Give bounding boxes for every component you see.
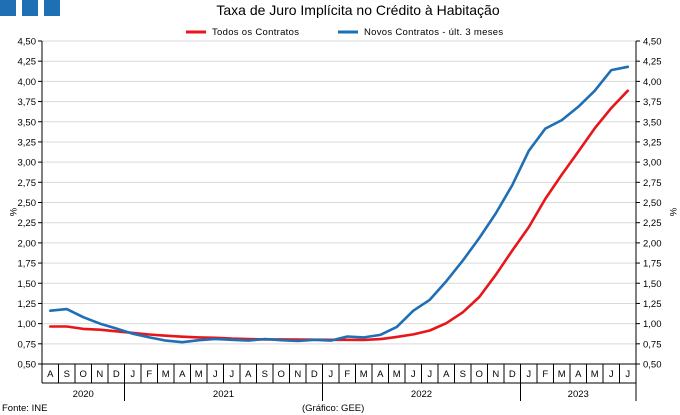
series-line-novos-contratos xyxy=(49,65,630,344)
y-tick-label-left: 4,50 xyxy=(18,37,37,48)
y-tick-label-right: 4,25 xyxy=(643,57,662,68)
x-month-label: M xyxy=(558,369,566,380)
x-month-label: O xyxy=(476,369,483,380)
x-month-label: J xyxy=(328,369,333,380)
x-month-label: J xyxy=(411,369,416,380)
y-tick-label-right: 2,75 xyxy=(643,178,662,189)
y-tick-label-right: 4,00 xyxy=(643,77,662,88)
x-month-label: J xyxy=(625,369,630,380)
x-month-label: M xyxy=(393,369,401,380)
x-month-label: F xyxy=(146,369,152,380)
y-axis-label-left: % xyxy=(7,208,18,217)
y-axis-label-right: % xyxy=(667,208,678,217)
x-month-label: J xyxy=(130,369,135,380)
brand-square-2 xyxy=(22,0,38,16)
y-tick-label-left: 3,50 xyxy=(18,117,37,128)
x-month-label: A xyxy=(575,369,582,380)
x-month-label: M xyxy=(162,369,170,380)
x-year-label: 2021 xyxy=(213,389,234,400)
x-month-label: O xyxy=(80,369,87,380)
x-year-label: 2022 xyxy=(411,389,432,400)
x-month-label: F xyxy=(542,369,548,380)
x-month-label: D xyxy=(113,369,120,380)
x-month-label: O xyxy=(278,369,285,380)
y-tick-label-right: 3,75 xyxy=(643,97,662,108)
series-lines xyxy=(49,65,630,344)
x-month-label: M xyxy=(591,369,599,380)
series-line-todos-contratos xyxy=(49,89,630,342)
y-tick-label-left: 1,25 xyxy=(18,299,37,310)
y-tick-label-left: 3,75 xyxy=(18,97,37,108)
x-month-label: N xyxy=(492,369,499,380)
y-tick-label-left: 0,50 xyxy=(18,360,37,371)
y-tick-label-left: 1,00 xyxy=(18,319,37,330)
y-tick-label-right: 4,50 xyxy=(643,37,662,48)
y-tick-label-right: 2,50 xyxy=(643,198,662,209)
y-tick-label-left: 2,50 xyxy=(18,198,37,209)
x-month-label: J xyxy=(427,369,432,380)
y-tick-label-right: 1,50 xyxy=(643,279,662,290)
x-month-label: A xyxy=(179,369,186,380)
x-month-label: F xyxy=(344,369,350,380)
y-tick-label-right: 3,25 xyxy=(643,137,662,148)
y-tick-label-right: 2,00 xyxy=(643,238,662,249)
y-tick-label-left: 3,00 xyxy=(18,158,37,169)
x-month-label: N xyxy=(96,369,103,380)
y-tick-label-right: 3,00 xyxy=(643,158,662,169)
y-tick-label-left: 2,25 xyxy=(18,218,37,229)
legend-label-todos: Todos os Contratos xyxy=(212,27,299,38)
y-tick-label-right: 3,50 xyxy=(643,117,662,128)
y-tick-label-left: 4,00 xyxy=(18,77,37,88)
x-month-label: J xyxy=(229,369,234,380)
y-tick-label-right: 0,75 xyxy=(643,339,662,350)
x-month-label: N xyxy=(294,369,301,380)
y-tick-label-left: 0,75 xyxy=(18,339,37,350)
footer-credit: (Gráfico: GEE) xyxy=(302,403,364,414)
x-month-label: S xyxy=(460,369,466,380)
footer-source: Fonte: INE xyxy=(2,403,47,414)
x-month-label: D xyxy=(509,369,516,380)
x-month-label: D xyxy=(311,369,318,380)
x-month-label: A xyxy=(245,369,252,380)
y-tick-label-right: 1,75 xyxy=(643,259,662,270)
x-month-label: M xyxy=(195,369,203,380)
x-month-label: J xyxy=(609,369,614,380)
x-month-label: A xyxy=(377,369,384,380)
chart-title: Taxa de Juro Implícita no Crédito à Habi… xyxy=(216,2,499,18)
x-month-label: A xyxy=(443,369,450,380)
y-axis-right: 0,50 0,75 1,00 1,25 1,50 1,75 2,00 2,25 2,50 2,75… xyxy=(635,37,662,371)
x-month-label: M xyxy=(360,369,368,380)
x-month-label: S xyxy=(262,369,268,380)
x-month-label: J xyxy=(526,369,531,380)
brand-square-1 xyxy=(0,0,16,16)
gridlines xyxy=(42,40,636,345)
y-tick-label-right: 0,50 xyxy=(643,360,662,371)
y-tick-label-right: 2,25 xyxy=(643,218,662,229)
y-tick-label-left: 2,00 xyxy=(18,238,37,249)
y-tick-label-left: 3,25 xyxy=(18,137,37,148)
y-tick-label-left: 2,75 xyxy=(18,178,37,189)
x-month-label: S xyxy=(64,369,70,380)
y-tick-label-left: 1,75 xyxy=(18,259,37,270)
x-axis: A S O N D J F M A M J J A S O N D J F M A M J J A S O N D J F M A M J J2020… xyxy=(41,363,637,401)
y-tick-label-left: 1,50 xyxy=(18,279,37,290)
legend-label-novos: Novos Contratos - últ. 3 meses xyxy=(364,27,503,38)
y-tick-label-left: 4,25 xyxy=(18,57,37,68)
x-month-label: A xyxy=(47,369,54,380)
y-tick-label-right: 1,25 xyxy=(643,299,662,310)
y-tick-label-right: 1,00 xyxy=(643,319,662,330)
x-year-label: 2020 xyxy=(73,389,94,400)
brand-square-3 xyxy=(44,0,60,16)
x-year-label: 2023 xyxy=(568,389,589,400)
x-month-label: J xyxy=(213,369,218,380)
y-axis-left: 0,50 0,75 1,00 1,25 1,50 1,75 2,00 2,25 2,50 2,75… xyxy=(18,37,43,371)
legend: Todos os Contratos Novos Contratos - últ… xyxy=(186,27,503,38)
